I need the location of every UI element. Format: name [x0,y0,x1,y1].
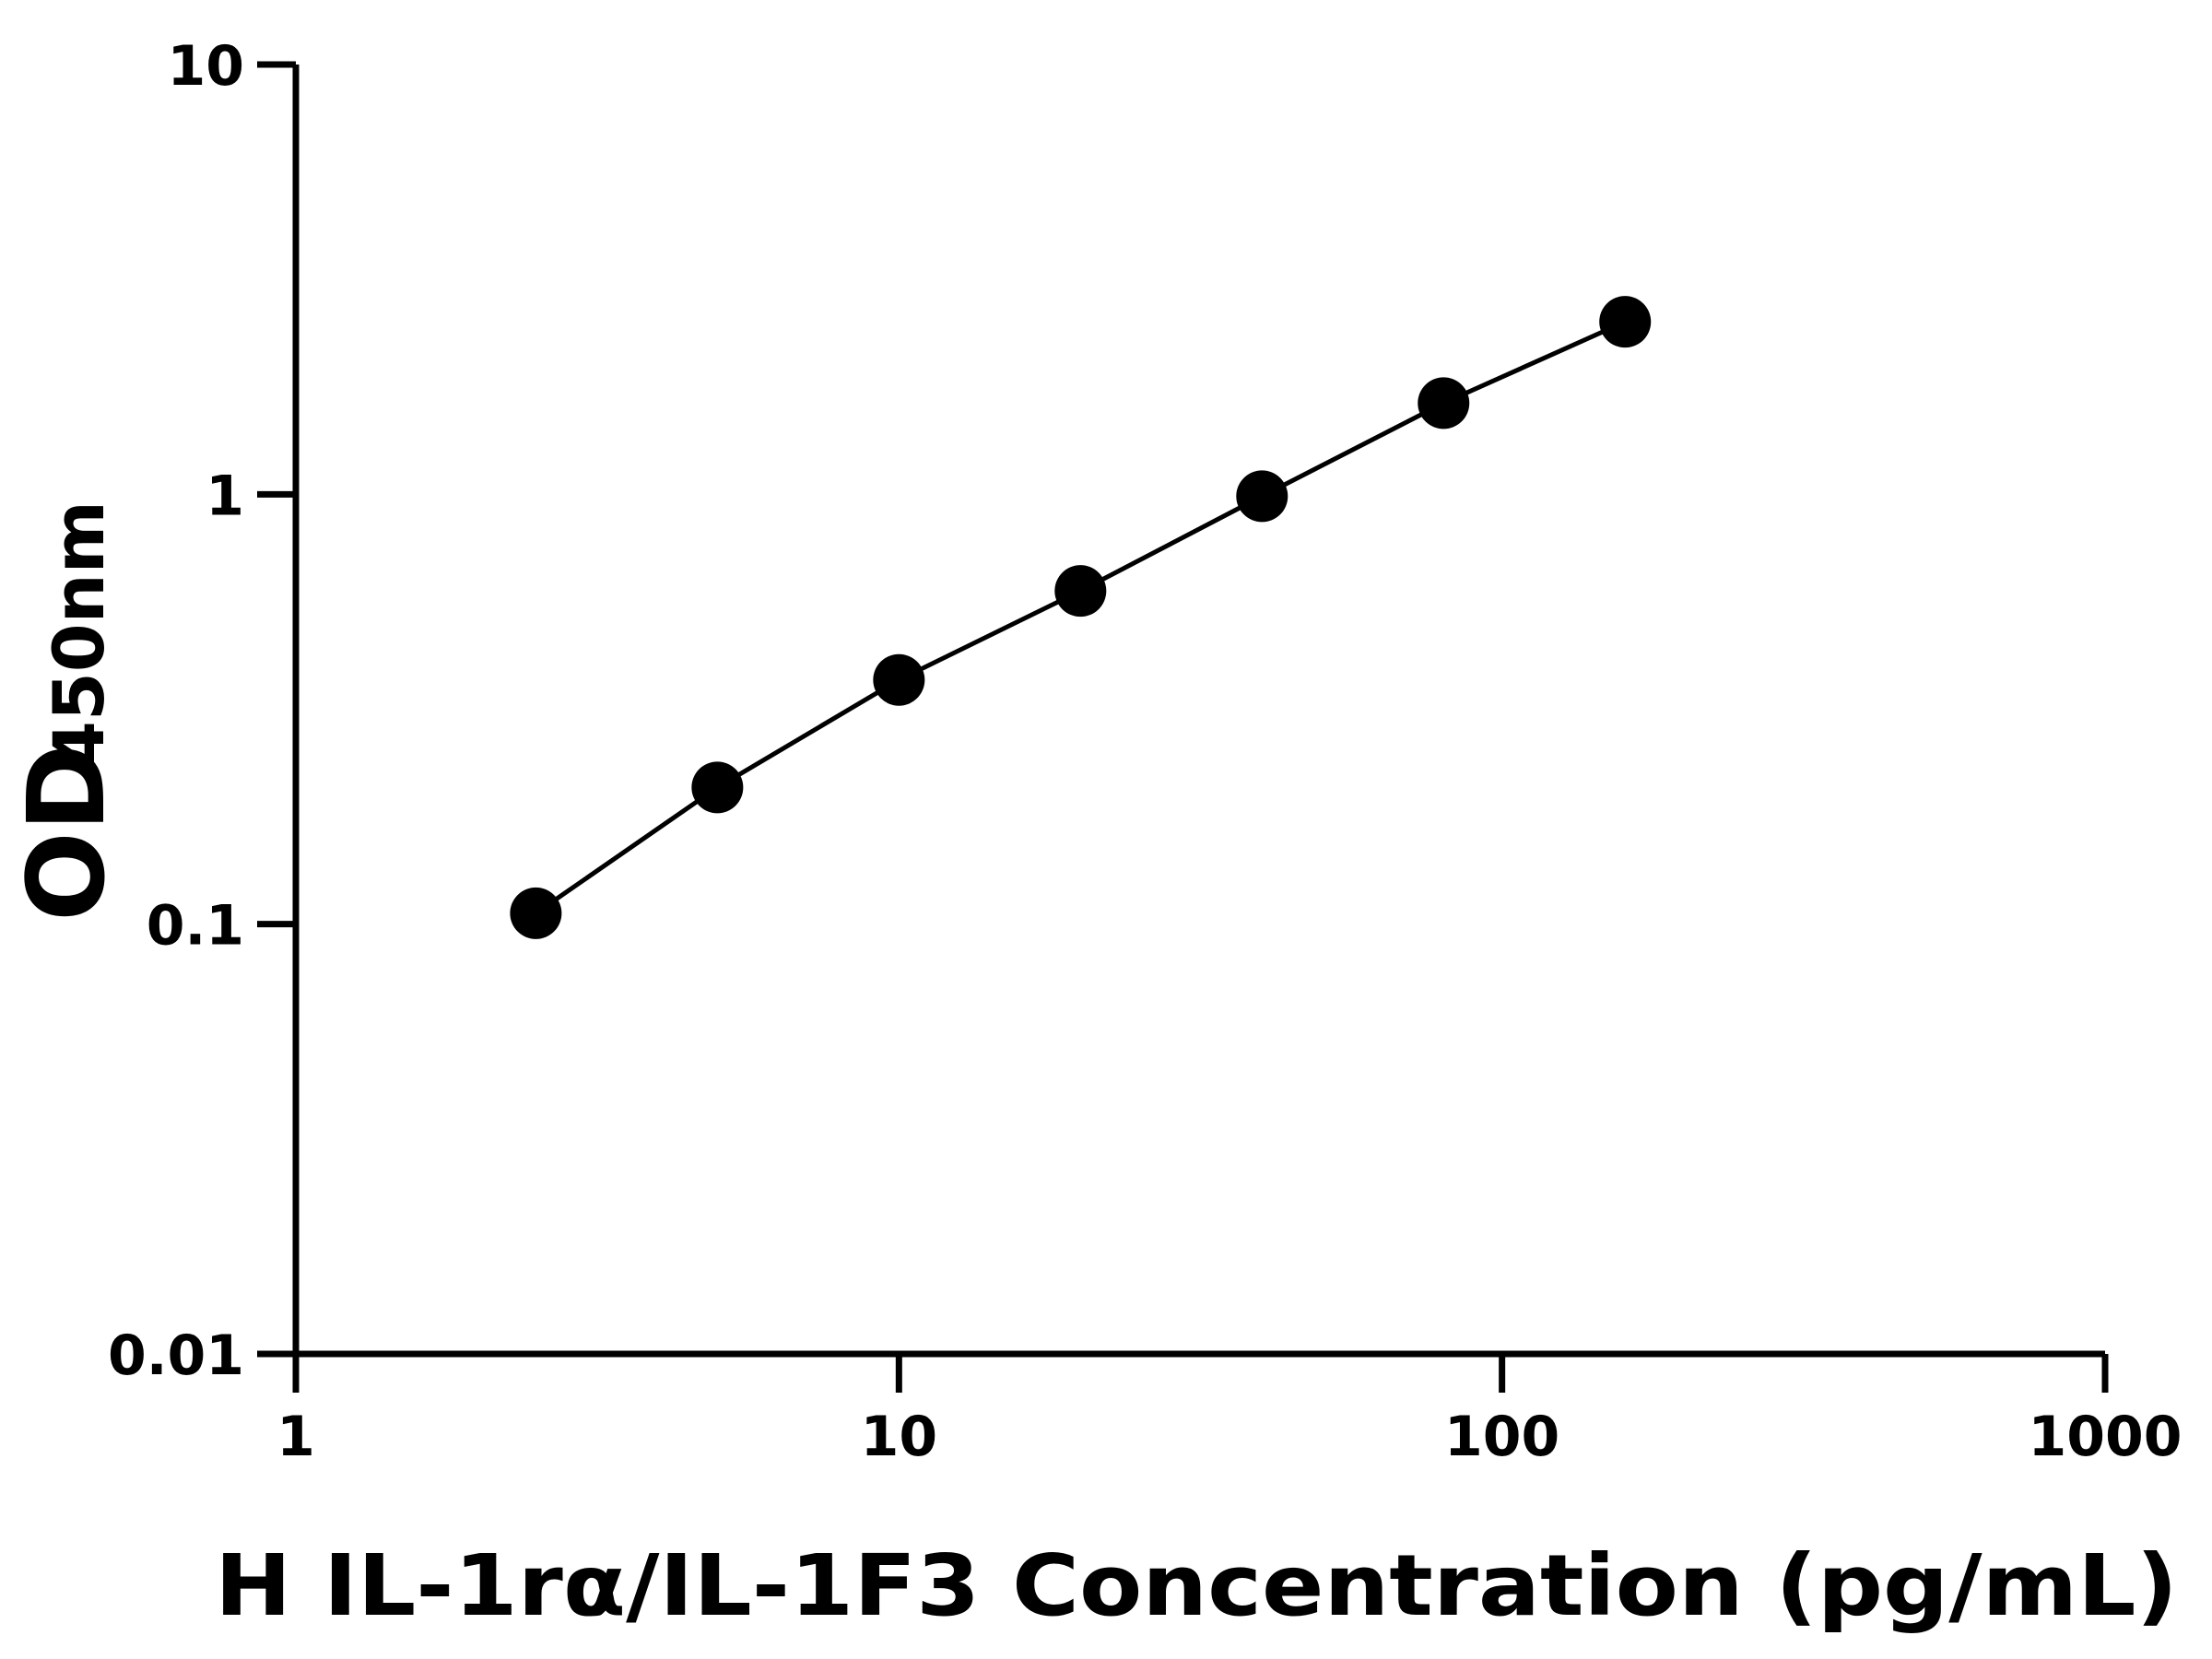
data-point [510,887,562,939]
x-tick-label: 1 [276,1405,315,1469]
x-tick-label: 10 [861,1405,938,1469]
data-point [1236,470,1288,523]
data-point [1599,296,1652,348]
y-tick-label: 10 [168,34,245,99]
data-point [1418,377,1470,429]
x-tick-label: 100 [1444,1405,1559,1469]
y-tick-label: 1 [206,464,244,528]
data-point [691,761,744,814]
data-point [873,653,925,706]
x-tick-label: 1000 [2029,1405,2183,1469]
y-tick-label: 0.1 [147,894,244,959]
y-axis-label-subscript: 450nm [38,500,120,770]
y-axis-label-group: OD 450nm [6,500,129,922]
y-tick-label: 0.01 [108,1324,244,1388]
x-axis-label: H IL-1rα/IL-1F3 Concentration (pg/mL) [215,1536,2178,1635]
y-axis-label: OD [6,744,129,922]
data-point [1054,565,1107,618]
